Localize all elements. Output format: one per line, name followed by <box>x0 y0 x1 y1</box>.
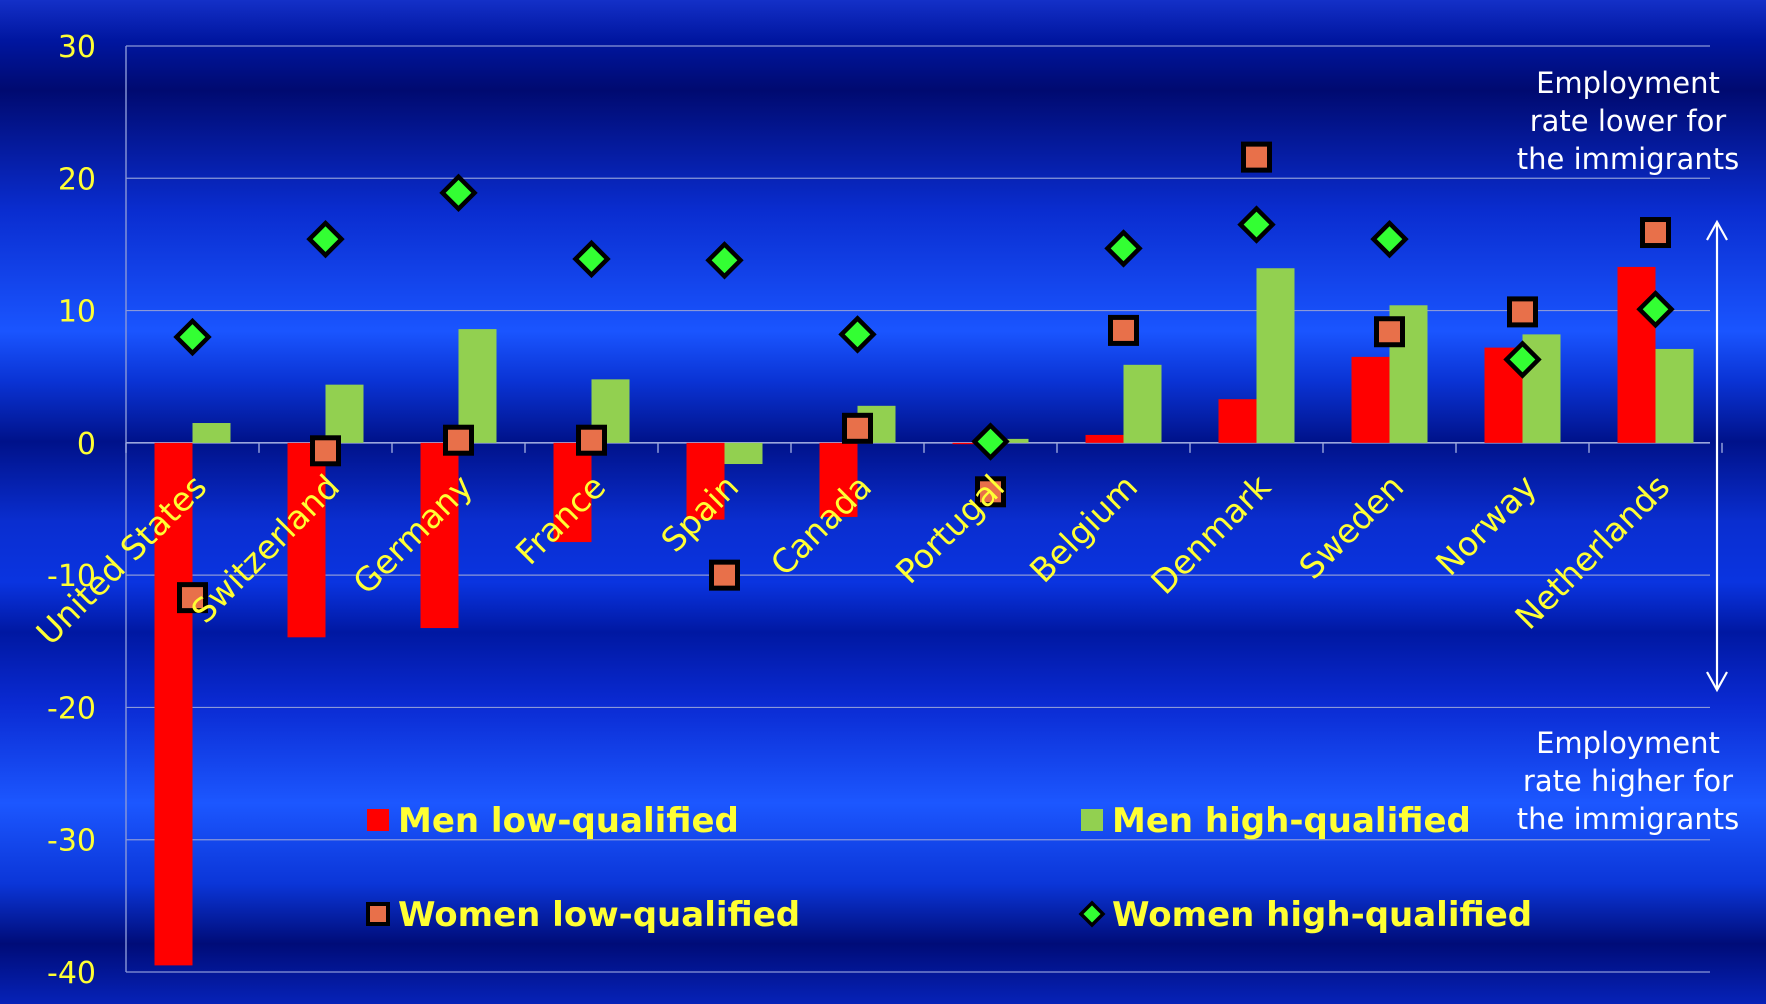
bar-men-high-qualified-germany <box>458 329 497 443</box>
bar-men-low-qualified-denmark <box>1218 399 1257 443</box>
marker-women-low-qualified-belgium <box>1108 314 1139 346</box>
legend-swatch <box>366 902 390 926</box>
marker-women-high-qualified-france <box>572 239 611 279</box>
x-tick-label-germany: Germany <box>345 467 480 602</box>
marker-women-high-qualified-belgium <box>1104 229 1143 268</box>
marker-women-high-qualified-denmark <box>1237 205 1276 244</box>
marker-women-high-qualified-portugal <box>971 422 1010 461</box>
marker-women-high-qualified-canada <box>838 315 877 354</box>
bar-men-high-qualified-netherlands <box>1655 348 1694 443</box>
annotation-bottom-right: Employment rate higher for the immigrants <box>1517 726 1739 836</box>
y-tick-label: 0 <box>77 427 96 462</box>
y-tick-label: -10 <box>47 559 96 594</box>
y-tick-label: -40 <box>47 956 96 991</box>
marker-women-low-qualified-norway <box>1507 296 1538 328</box>
bar-men-low-qualified-switzerland <box>287 442 326 638</box>
marker-women-high-qualified-spain <box>705 241 744 280</box>
annotation-line: the immigrants <box>1517 142 1739 176</box>
x-tick-label-sweden: Sweden <box>1291 467 1411 587</box>
bar-men-high-qualified-denmark <box>1256 268 1295 443</box>
legend-label: Women high-qualified <box>1112 895 1532 935</box>
marker-women-high-qualified-switzerland <box>306 219 345 259</box>
bar-men-high-qualified-portugal <box>990 438 1029 443</box>
marker-women-low-qualified-portugal <box>975 476 1006 508</box>
bar-men-low-qualified-belgium <box>1085 434 1124 443</box>
legend-item-women-low-qualified: Women low-qualified <box>366 895 800 935</box>
bars <box>154 266 1694 966</box>
bar-men-high-qualified-belgium <box>1123 364 1162 443</box>
y-tick-label: 10 <box>58 295 96 330</box>
y-tick-label: -30 <box>47 824 96 859</box>
marker-women-high-qualified-sweden <box>1370 219 1409 259</box>
bar-men-low-qualified-france <box>553 442 592 543</box>
marker-women-low-qualified-sweden <box>1374 316 1405 348</box>
legend-swatch <box>367 809 389 831</box>
bar-men-low-qualified-netherlands <box>1617 266 1656 443</box>
y-tick-label: -20 <box>47 691 96 726</box>
y-tick-label: 30 <box>58 30 96 65</box>
y-tick-label: 20 <box>58 162 96 197</box>
bar-men-low-qualified-united-states <box>154 442 193 966</box>
marker-women-low-qualified-netherlands <box>1640 217 1671 249</box>
annotation-line: rate higher for <box>1523 764 1733 798</box>
legend-label: Men high-qualified <box>1112 801 1471 841</box>
annotation-line: Employment <box>1536 726 1720 760</box>
bar-men-low-qualified-portugal <box>952 442 991 445</box>
marker-women-low-qualified-switzerland <box>310 435 341 467</box>
x-tick-label-belgium: Belgium <box>1022 467 1145 590</box>
legend-swatch <box>1081 809 1103 831</box>
bar-men-high-qualified-spain <box>724 442 763 465</box>
annotation-line: rate lower for <box>1530 104 1727 138</box>
legend-swatch <box>1078 900 1106 928</box>
legend-item-men-high-qualified: Men high-qualified <box>1081 801 1471 841</box>
gridlines <box>126 45 1710 973</box>
bar-men-high-qualified-united-states <box>192 423 231 443</box>
marker-women-low-qualified-france <box>576 424 607 456</box>
bar-men-low-qualified-sweden <box>1351 356 1390 443</box>
bar-men-high-qualified-switzerland <box>325 384 364 443</box>
legend-item-women-high-qualified: Women high-qualified <box>1078 895 1532 935</box>
x-tick-label-portugal: Portugal <box>888 467 1012 591</box>
legend-item-men-low-qualified: Men low-qualified <box>367 801 739 841</box>
marker-women-high-qualified-germany <box>439 173 478 213</box>
annotation-top-right: Employment rate lower for the immigrants <box>1517 66 1739 176</box>
bar-men-low-qualified-canada <box>819 442 858 517</box>
marker-women-low-qualified-canada <box>842 412 873 444</box>
legend-label: Men low-qualified <box>398 801 739 841</box>
marker-women-high-qualified-norway <box>1503 340 1542 379</box>
axes: 30 20 10 0 -10 -20 -30 -40 <box>47 30 1723 991</box>
marker-women-high-qualified-united-states <box>173 317 212 357</box>
bar-men-low-qualified-germany <box>420 442 459 629</box>
marker-women-low-qualified-united-states <box>177 582 208 614</box>
marker-women-low-qualified-denmark <box>1241 141 1272 173</box>
double-arrow-icon <box>1706 219 1728 693</box>
annotation-line: the immigrants <box>1517 802 1739 836</box>
marker-women-high-qualified-netherlands <box>1636 290 1675 329</box>
marker-women-low-qualified-spain <box>709 559 740 591</box>
legend: Men low-qualified Men high-qualified Women… <box>366 801 1532 935</box>
x-tick-label-denmark: Denmark <box>1143 466 1278 601</box>
x-tick-label-norway: Norway <box>1428 467 1544 583</box>
bar-men-low-qualified-spain <box>686 442 725 520</box>
annotation-line: Employment <box>1536 66 1720 100</box>
marker-women-low-qualified-germany <box>443 424 474 456</box>
legend-label: Women low-qualified <box>398 895 800 935</box>
markers <box>173 141 1675 614</box>
